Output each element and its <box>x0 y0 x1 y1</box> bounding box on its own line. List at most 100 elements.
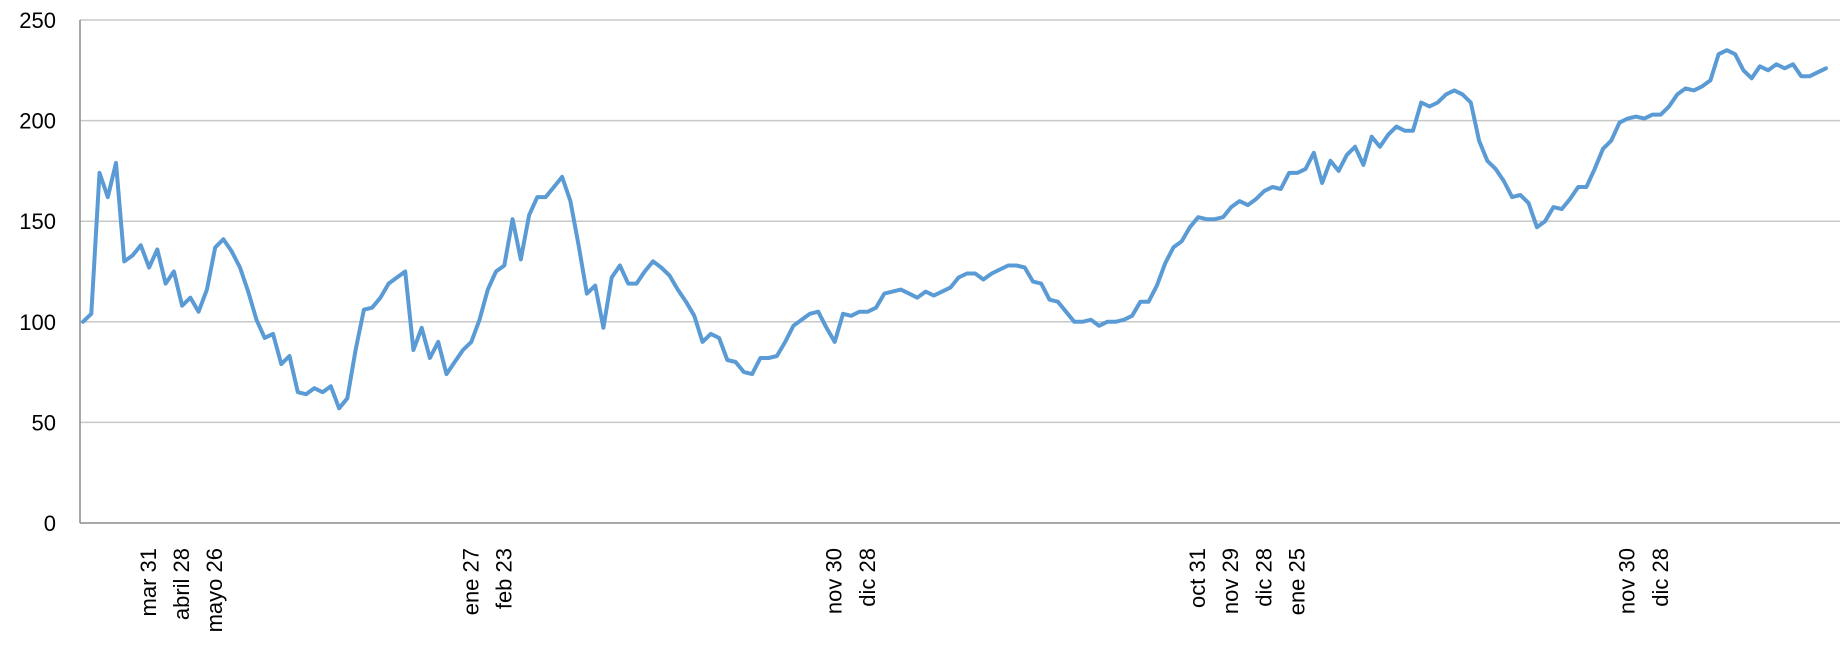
data-point <box>239 266 242 269</box>
data-point <box>767 357 770 360</box>
data-point <box>428 357 431 360</box>
data-point <box>1717 53 1720 56</box>
data-point <box>305 393 308 396</box>
data-point <box>1635 115 1638 118</box>
data-point <box>156 248 159 251</box>
data-point <box>924 290 927 293</box>
data-point <box>296 391 299 394</box>
data-point <box>891 290 894 293</box>
data-point <box>1519 194 1522 197</box>
data-point <box>1544 220 1547 223</box>
y-tick-label: 50 <box>32 410 56 435</box>
data-point <box>1800 75 1803 78</box>
data-point <box>602 326 605 329</box>
data-point <box>1279 188 1282 191</box>
data-point <box>1230 206 1233 209</box>
data-point <box>115 161 118 164</box>
data-point <box>899 288 902 291</box>
data-point <box>1668 105 1671 108</box>
data-point <box>230 250 233 253</box>
data-point <box>1147 300 1150 303</box>
data-point <box>709 332 712 335</box>
y-tick-label: 0 <box>44 511 56 536</box>
data-point <box>858 310 861 313</box>
data-point <box>1552 206 1555 209</box>
data-point <box>255 318 258 321</box>
data-point <box>569 200 572 203</box>
data-point <box>445 373 448 376</box>
data-point <box>1222 216 1225 219</box>
data-point <box>594 284 597 287</box>
data-point <box>519 258 522 261</box>
data-point <box>1354 145 1357 148</box>
data-point <box>1436 101 1439 104</box>
y-tick-labels: 0 50 100 150 200 250 <box>19 8 56 536</box>
data-point <box>1023 266 1026 269</box>
data-point <box>949 286 952 289</box>
data-point <box>1502 180 1505 183</box>
data-point <box>544 196 547 199</box>
data-point <box>941 290 944 293</box>
data-point <box>1271 186 1274 189</box>
x-tick-label: feb 23 <box>491 548 516 609</box>
data-point <box>990 272 993 275</box>
data-point <box>825 326 828 329</box>
data-point <box>362 308 365 311</box>
data-point <box>222 238 225 241</box>
axes <box>79 20 1840 524</box>
data-point <box>1511 196 1514 199</box>
data-point <box>585 292 588 295</box>
data-point <box>197 310 200 313</box>
data-point <box>751 373 754 376</box>
series-layer <box>81 48 1828 411</box>
data-point <box>371 306 374 309</box>
data-point <box>618 264 621 267</box>
data-point <box>420 326 423 329</box>
data-point <box>1535 226 1538 229</box>
data-point <box>263 336 266 339</box>
data-point <box>1816 71 1819 74</box>
data-point <box>528 214 531 217</box>
data-point <box>1131 314 1134 317</box>
data-point <box>321 391 324 394</box>
data-point <box>1238 200 1241 203</box>
data-point <box>1725 49 1728 52</box>
data-point <box>1767 69 1770 72</box>
data-point <box>1098 324 1101 327</box>
data-point <box>1709 79 1712 82</box>
data-point <box>635 282 638 285</box>
data-point <box>1742 69 1745 72</box>
data-point <box>1172 246 1175 249</box>
x-tick-label: abril 28 <box>169 548 194 620</box>
data-point <box>701 340 704 343</box>
data-point <box>726 359 729 362</box>
data-point <box>577 244 580 247</box>
data-point <box>288 355 291 358</box>
data-point <box>1321 182 1324 185</box>
x-tick-label: ene 25 <box>1284 548 1309 615</box>
data-point <box>1783 67 1786 70</box>
data-point <box>784 340 787 343</box>
data-point <box>189 296 192 299</box>
data-point <box>247 290 250 293</box>
data-point <box>1403 129 1406 132</box>
data-point <box>313 387 316 390</box>
data-point <box>1602 147 1605 150</box>
data-point <box>1065 310 1068 313</box>
data-point <box>685 300 688 303</box>
data-point <box>453 361 456 364</box>
data-point <box>437 340 440 343</box>
data-point <box>1651 113 1654 116</box>
data-point <box>181 304 184 307</box>
data-point <box>1106 320 1109 323</box>
data-point <box>1155 284 1158 287</box>
data-point <box>1420 101 1423 104</box>
data-point <box>503 264 506 267</box>
data-point <box>800 318 803 321</box>
data-point <box>1081 320 1084 323</box>
data-point <box>1808 75 1811 78</box>
data-point <box>1585 186 1588 189</box>
data-point <box>470 340 473 343</box>
data-point <box>1527 202 1530 205</box>
